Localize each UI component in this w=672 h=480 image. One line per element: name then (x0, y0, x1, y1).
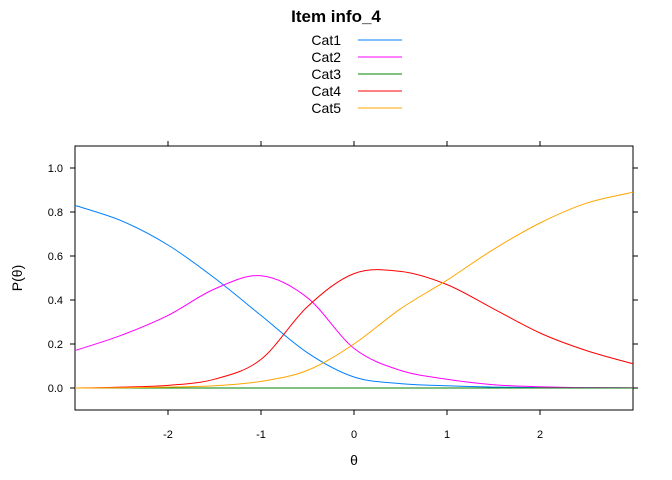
x-tick-label: -1 (256, 429, 266, 441)
legend-label-cat5: Cat5 (311, 100, 341, 116)
y-tick-label: 0.8 (48, 207, 63, 219)
axis-ticks: -2 -1 0 1 2 0.0 0.2 0.4 0.6 0.8 1.0 (48, 141, 638, 441)
y-tick-label: 1.0 (48, 163, 63, 175)
chart-title: Item info_4 (291, 7, 381, 26)
series-line-cat5 (74, 191, 634, 389)
y-tick-label: 0.0 (48, 383, 63, 395)
x-tick-label: 0 (351, 429, 357, 441)
plot-frame (74, 145, 634, 411)
series-lines (74, 191, 634, 389)
legend-label-cat1: Cat1 (311, 32, 341, 48)
x-tick-label: -2 (163, 429, 173, 441)
series-line-cat2 (74, 275, 634, 389)
series-line-cat1 (74, 204, 634, 389)
series-line-cat4 (74, 269, 634, 389)
y-tick-label: 0.6 (48, 251, 63, 263)
legend-label-cat3: Cat3 (311, 66, 341, 82)
legend-label-cat2: Cat2 (311, 49, 341, 65)
legend-label-cat4: Cat4 (311, 83, 341, 99)
x-axis-label: θ (350, 452, 358, 468)
x-tick-label: 1 (444, 429, 450, 441)
y-tick-label: 0.2 (48, 339, 63, 351)
y-tick-label: 0.4 (48, 295, 63, 307)
y-axis-label: P(θ) (9, 265, 25, 291)
x-tick-label: 2 (537, 429, 543, 441)
